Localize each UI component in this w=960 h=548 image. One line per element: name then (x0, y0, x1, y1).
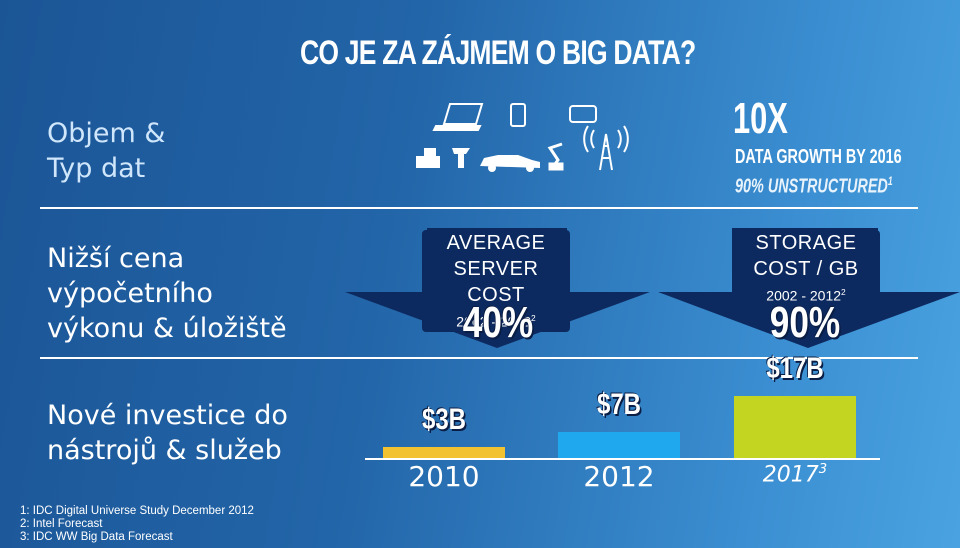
device-icons (416, 103, 629, 172)
laptop-icon (432, 103, 484, 131)
tick-label-2012: 2012 (583, 460, 655, 493)
page-title: CO JE ZA ZÁJMEM O BIG DATA? (300, 34, 696, 72)
bar-2010 (383, 447, 505, 458)
footnote-3: 3: IDC WW Big Data Forecast (20, 531, 173, 543)
growth-line-2: 90% UNSTRUCTURED1 (735, 174, 893, 198)
storage-cost-label: STORAGE COST / GB 2002 - 20122 (732, 230, 880, 306)
server-cost-label: AVERAGE SERVER COST 2002 - 20122 (422, 230, 570, 332)
tablet-icon (510, 103, 526, 127)
separator-line-top (40, 207, 918, 209)
cash-register-icon (416, 148, 440, 168)
footnotes: 1: IDC Digital Universe Study December 2… (20, 505, 254, 544)
bar-value-label-2012: $7B (596, 388, 642, 422)
bar-value-label-2017: $17B (766, 352, 824, 385)
phone-icon (569, 105, 597, 123)
car-icon (480, 155, 540, 172)
kiosk-icon (452, 148, 470, 168)
row-label-investment: Nové investice do nástrojů & služeb (47, 400, 288, 466)
growth-headline: 10X (733, 94, 788, 143)
bar-2012 (558, 432, 680, 458)
tick-label-2017: 20173 (762, 462, 828, 488)
row-label-cost: Nižší cena výpočetního výkonu & úložiště (47, 243, 287, 344)
tick-label-2010: 2010 (408, 460, 480, 493)
bar-value-label-2010: $3B (421, 403, 467, 437)
footnote-1: 1: IDC Digital Universe Study December 2… (20, 505, 254, 517)
chart-baseline (365, 458, 880, 460)
server-cost-percent: 40% (462, 298, 534, 347)
separator-line-middle (40, 357, 918, 359)
robot-arm-icon (547, 142, 564, 171)
storage-cost-percent: 90% (769, 298, 841, 347)
row-label-volume: Objem & Typ dat (47, 118, 166, 184)
growth-line-1: DATA GROWTH BY 2016 (735, 146, 902, 168)
bar-2017 (734, 396, 856, 458)
footnote-2: 2: Intel Forecast (20, 518, 103, 530)
antenna-tower-icon (583, 125, 629, 171)
